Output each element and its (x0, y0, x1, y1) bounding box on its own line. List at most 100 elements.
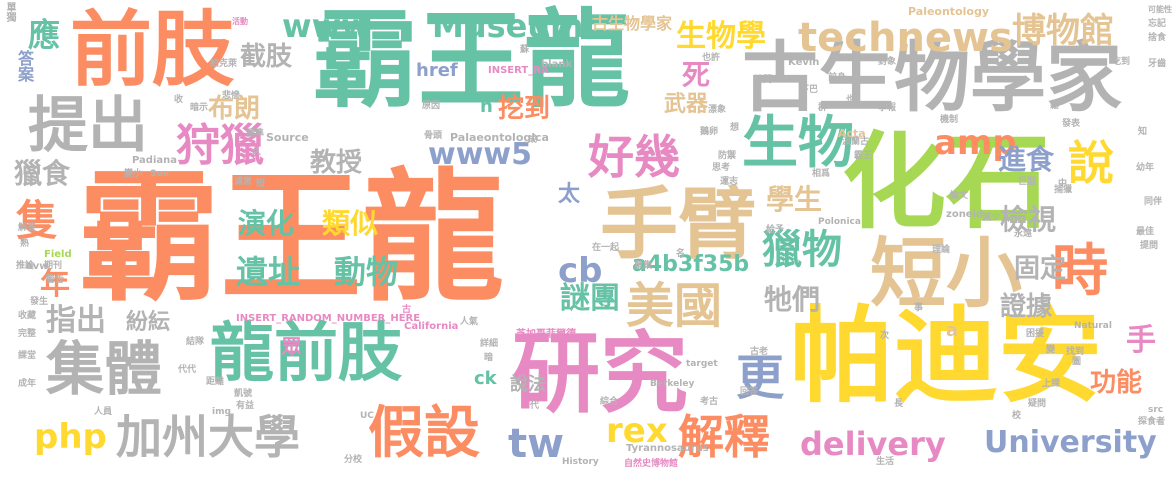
word-delivery: delivery (800, 425, 946, 463)
word-ci: 次 (880, 331, 890, 341)
word-time-small: 時間 (754, 75, 773, 85)
word-scavenger: 探食者 (1138, 417, 1166, 427)
word-fixed: 固定 (1014, 254, 1067, 284)
word-img: img (212, 407, 231, 417)
word-paleontologist-large: 古生物學家 (742, 33, 1122, 122)
word-ye: 也 (846, 95, 856, 105)
word-luck: 運志 (720, 177, 739, 187)
word-similar: 類似 (322, 207, 379, 240)
word-image: 漂象 (708, 105, 727, 115)
word-www5: www5 (428, 137, 533, 172)
word-berkeley: Berkeley (650, 379, 695, 389)
word-source: Source (266, 131, 309, 144)
word-animal: 動物 (334, 253, 399, 291)
word-song: 鬆 (1050, 101, 1060, 111)
word-museum-zh: 博物館 (1012, 11, 1114, 51)
word-gather: 聚集 (634, 261, 653, 271)
word-bawanglong-large: 霸王龍 (78, 156, 504, 321)
word-duan: 短 (256, 179, 266, 189)
word-they: 牠們 (764, 283, 821, 316)
word-su: 蘇 (520, 45, 530, 55)
word-jaw: 下巴 (800, 85, 819, 95)
word-shrink: 變小 (124, 169, 143, 179)
word-predation: 獵食 (14, 157, 71, 190)
word-single: 單獨 (4, 2, 15, 22)
word-activity: 活動 (232, 17, 248, 26)
word-xiang: 想 (730, 123, 740, 133)
word-kai: 凱號 (234, 389, 253, 399)
word-weapon: 武器 (664, 92, 709, 117)
word-teeth: 牙齒 (1148, 59, 1167, 69)
word-qun: 群 (818, 103, 828, 113)
word-n: n (480, 96, 493, 117)
word-solution: 解答 (18, 223, 37, 233)
word-bone: 骨頭 (424, 131, 443, 141)
word-trouble: 困擾 (1026, 329, 1045, 339)
word-theory: 理論 (932, 245, 951, 255)
word-function: 功能 (1090, 368, 1143, 398)
word-bulletin: 學報 (878, 103, 897, 113)
word-forget: 忘記 (1148, 19, 1167, 29)
word-usa: 美國 (626, 278, 723, 334)
word-happen: 發生 (30, 297, 49, 307)
word-padiana: Padiana (132, 155, 178, 166)
word-explain: 解釋 (678, 410, 770, 464)
word-companion: 同伴 (1144, 197, 1163, 207)
word-journal: 期刊 (44, 261, 63, 271)
word-ask: 提問 (1140, 241, 1159, 251)
word-bawanglong-top: 霸王龍 (312, 0, 630, 122)
word-target-zh: 對象 (878, 57, 897, 67)
word-possibility: 可能性 (1148, 5, 1172, 14)
word-tu: 圖 (1072, 357, 1082, 367)
word-amputate: 截肢 (240, 42, 293, 72)
word-kevin: Kevin (788, 57, 820, 68)
word-publish: 發表 (1062, 119, 1081, 129)
word-palaeontologica: Palaeontologica (450, 131, 549, 144)
word-die: 死 (678, 60, 711, 88)
word-time: 時 (1052, 239, 1108, 304)
word-evidence: 證據 (1000, 292, 1053, 322)
word-attend: 上課 (1042, 379, 1061, 389)
word-src: src (1148, 405, 1164, 415)
word-amp: amp (934, 123, 1017, 163)
word-dig: 挖到 (498, 94, 551, 124)
word-comprehensive: 綜合 (600, 397, 619, 407)
word-geng: 更 (736, 350, 785, 406)
word-paleontologist-small: 古生物學家 (592, 14, 673, 33)
word-california: California (404, 321, 459, 332)
word-chicago-field: 芝加哥菲爾德 (516, 329, 576, 340)
word-xiao: 校 (1012, 411, 1022, 421)
word-capture: 捕獵 (1054, 185, 1073, 195)
word-statement: 說法 (510, 374, 546, 395)
word-collective: 集體 (46, 335, 163, 403)
word-say: 說 (1068, 136, 1114, 190)
word-museum: Museum (432, 7, 584, 45)
word-short: 短小 (870, 229, 1022, 318)
word-shou: 收 (174, 95, 184, 105)
word-avw: avw (26, 261, 49, 272)
word-prey: 獵物 (762, 227, 842, 273)
word-generation: 代代 (178, 365, 197, 375)
word-poland: 波蘭古 (842, 137, 870, 147)
word-infer: 推論 (16, 261, 35, 271)
word-cb: cb (558, 251, 603, 291)
word-long-qianzhi: 龍前肢 (210, 317, 402, 391)
word-zoneid: zoneid (946, 209, 984, 220)
word-maybe: 也許 (702, 53, 721, 63)
word-team: 結隊 (186, 337, 205, 347)
word-complete: 完整 (18, 329, 37, 339)
word-best: 最佳 (1136, 227, 1155, 237)
word-reduce: 減少 (982, 213, 1001, 223)
word-find: 找到 (1066, 347, 1085, 357)
word-university: University (984, 425, 1157, 460)
word-popularity: 人氣 (460, 317, 479, 327)
word-give: 給予 (766, 225, 785, 235)
word-reply: 回答 (740, 387, 759, 397)
word-history: History (562, 457, 599, 467)
word-pebble: 鵝卵 (700, 127, 719, 137)
word-giant: 巨型 (1018, 177, 1037, 187)
word-standard: 標準 (246, 129, 265, 139)
word-several: 好幾 (588, 130, 680, 184)
word-zhi: 隻 (16, 196, 59, 245)
